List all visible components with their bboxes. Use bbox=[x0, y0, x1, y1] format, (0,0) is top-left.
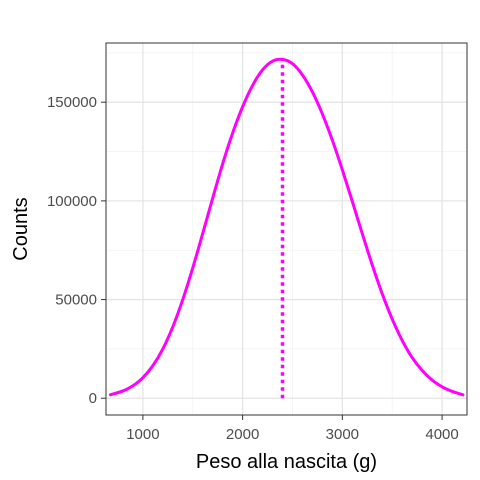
data-layer bbox=[108, 57, 465, 399]
x-tick-label: 4000 bbox=[425, 426, 458, 443]
grid-layer bbox=[106, 43, 467, 415]
x-tick-label: 3000 bbox=[326, 426, 359, 443]
x-axis-title: Peso alla nascita (g) bbox=[196, 451, 377, 473]
y-axis-title: Counts bbox=[10, 197, 32, 260]
x-tick-label: 2000 bbox=[226, 426, 259, 443]
y-tick-label: 150000 bbox=[47, 94, 97, 111]
panel-border bbox=[105, 42, 468, 416]
axis-layer: 1000 2000 3000 4000 0 50000 100000 150000 bbox=[47, 94, 459, 443]
y-tick-label: 0 bbox=[89, 390, 97, 407]
series-line-0 bbox=[108, 57, 465, 397]
y-tick-label: 50000 bbox=[55, 292, 97, 309]
y-tick-label: 100000 bbox=[47, 193, 97, 210]
x-tick-label: 1000 bbox=[126, 426, 159, 443]
